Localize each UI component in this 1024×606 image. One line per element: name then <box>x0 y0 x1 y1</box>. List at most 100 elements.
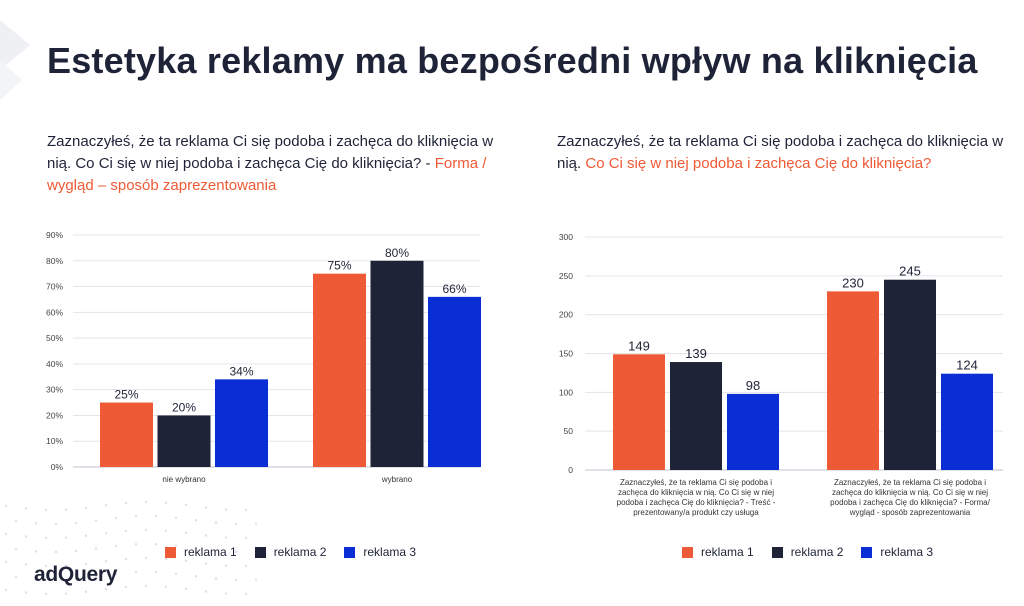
decor-dot <box>244 508 248 512</box>
decor-dot <box>44 592 48 596</box>
decor-dot <box>114 516 118 520</box>
y-tick-label: 50 <box>564 426 574 436</box>
decor-dot <box>144 584 148 588</box>
decor-dot <box>194 519 198 522</box>
data-label: 20% <box>172 400 196 414</box>
decor-dot <box>244 564 248 568</box>
corner-decoration <box>0 20 30 100</box>
data-label: 245 <box>899 264 921 279</box>
decor-dot <box>64 564 68 567</box>
decor-dot <box>104 560 108 563</box>
decor-dot <box>124 529 128 533</box>
left-chart-legend: reklama 1 reklama 2 reklama 3 <box>165 545 416 559</box>
legend-swatch <box>344 546 356 558</box>
decor-dot <box>144 500 148 504</box>
legend-swatch <box>861 546 873 558</box>
decor-dot <box>4 504 8 508</box>
decor-dot <box>214 521 218 524</box>
bar <box>941 373 993 470</box>
decor-dot <box>204 506 208 509</box>
y-tick-label: 90% <box>46 230 63 240</box>
decor-dot <box>94 575 98 578</box>
data-label: 124 <box>956 358 978 373</box>
y-tick-label: 200 <box>559 310 573 320</box>
legend-item-reklama-2: reklama 2 <box>771 545 843 559</box>
y-tick-label: 300 <box>559 232 573 242</box>
decor-dot <box>24 535 28 538</box>
bar <box>727 393 779 470</box>
legend-label: reklama 3 <box>363 545 417 559</box>
decor-dot <box>214 549 218 552</box>
decor-dot <box>74 577 78 581</box>
decor-dot <box>184 531 188 535</box>
decor-dot <box>4 532 8 536</box>
left-subtitle-text: Zaznaczyłeś, że ta reklama Ci się podoba… <box>47 133 494 172</box>
data-label: 80% <box>385 246 409 260</box>
decor-dot <box>144 556 148 560</box>
decor-dot <box>44 508 48 512</box>
legend-swatch <box>165 546 176 558</box>
legend-item-reklama-2: reklama 2 <box>254 545 327 559</box>
data-label: 139 <box>685 346 707 361</box>
decor-dot <box>24 591 28 594</box>
y-tick-label: 70% <box>46 282 63 292</box>
decor-dot <box>94 547 98 550</box>
decor-dot <box>34 522 38 525</box>
decor-dot <box>204 590 208 593</box>
decor-dot <box>174 544 178 547</box>
y-tick-label: 250 <box>559 271 573 281</box>
x-category-label: Zaznaczyłeś, że ta reklama Ci się podoba… <box>834 478 986 487</box>
decor-dot <box>84 590 88 594</box>
bar <box>884 279 936 470</box>
decor-dot <box>94 519 98 522</box>
dots-decoration <box>4 500 258 596</box>
right-subtitle-text: Zaznaczyłeś, że ta reklama Ci się podoba… <box>557 133 1004 172</box>
decor-dot <box>34 550 38 553</box>
left-chart-subtitle: Zaznaczyłeś, że ta reklama Ci się podoba… <box>47 131 507 197</box>
legend-item-reklama-3: reklama 3 <box>861 545 933 559</box>
decor-dot <box>64 592 68 595</box>
x-category-label: wygląd - sposób zaprezentowania <box>849 508 971 517</box>
decor-dot <box>104 532 108 535</box>
decor-dot <box>164 585 168 588</box>
legend-swatch <box>682 546 693 558</box>
data-label: 230 <box>842 275 864 290</box>
decor-dot <box>174 516 178 519</box>
decor-dot <box>194 547 198 550</box>
x-category-label: prezentowany/a produkt czy usługa <box>633 508 759 517</box>
decor-dot <box>254 578 258 581</box>
legend-swatch <box>771 546 783 558</box>
decor-dot <box>114 544 118 548</box>
decor-dot <box>204 562 208 565</box>
bar <box>215 379 268 467</box>
decor-dot <box>204 534 208 537</box>
y-tick-label: 60% <box>46 307 63 317</box>
bar <box>313 273 366 467</box>
decor-dot <box>124 501 128 505</box>
data-label: 66% <box>442 282 466 296</box>
decor-dot <box>224 536 228 539</box>
legend-label: reklama 1 <box>701 545 754 559</box>
decor-dot <box>14 576 18 579</box>
decor-dot <box>124 585 128 589</box>
decor-dot <box>234 522 238 526</box>
decor-dot <box>44 564 48 568</box>
decor-dot <box>134 515 138 518</box>
bar <box>100 402 153 467</box>
decor-dot <box>184 587 188 591</box>
legend-label: reklama 2 <box>273 545 327 559</box>
decor-dot <box>114 572 118 576</box>
decor-dot <box>224 508 228 511</box>
data-label: 98 <box>746 378 760 393</box>
data-label: 25% <box>114 388 138 402</box>
bar <box>370 260 424 467</box>
decor-dot <box>134 571 138 574</box>
decor-dot <box>54 578 58 582</box>
decor-dot <box>244 592 248 596</box>
x-category-label: nie wybrano <box>162 475 206 484</box>
y-tick-label: 0 <box>568 465 573 475</box>
x-category-label: Zaznaczyłeś, że ta reklama Ci się podoba… <box>620 478 772 487</box>
decor-dot <box>64 536 68 539</box>
decor-dot <box>24 563 28 566</box>
legend-item-reklama-1: reklama 1 <box>682 545 754 559</box>
